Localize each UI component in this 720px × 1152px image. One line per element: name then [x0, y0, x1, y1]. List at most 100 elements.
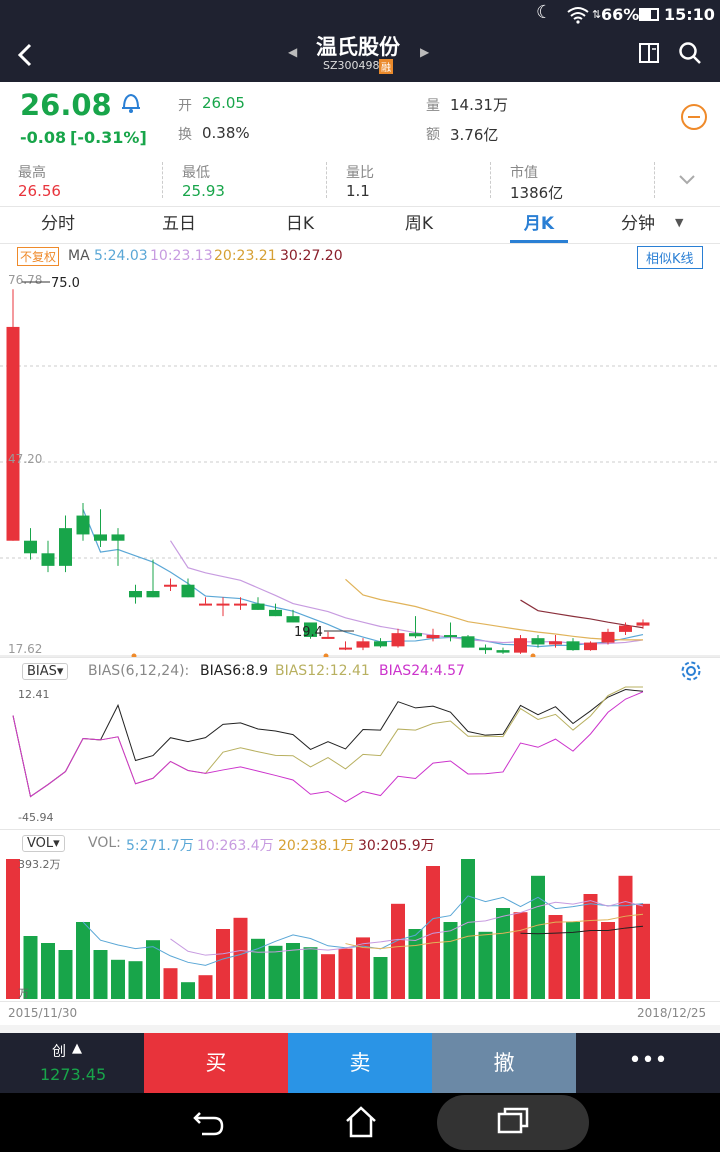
tab-five-day[interactable]: 五日	[162, 214, 196, 234]
candle-up	[356, 641, 370, 648]
y-axis-bottom: 17.62	[8, 642, 42, 656]
volume-bar	[93, 950, 108, 999]
ma-legend: 不复权 MA 5:24.03 10:23.13 20:23.21 30:27.2…	[0, 244, 720, 270]
volume-bar	[443, 922, 458, 999]
candle-up	[601, 631, 615, 643]
bias-chart[interactable]: 12.41 -45.94	[0, 683, 720, 829]
bias-indicator-select[interactable]: BIAS▾	[22, 663, 69, 680]
vol-indicator-select[interactable]: VOL▾	[22, 835, 65, 852]
back-icon[interactable]	[14, 42, 36, 68]
candle-up	[216, 603, 230, 606]
vol-legend: VOL▾ VOL: 5:271.7万 10:263.4万 20:238.1万 3…	[0, 829, 720, 855]
volume-bar	[408, 929, 423, 999]
volume-bar	[636, 903, 650, 999]
bias-y-top: 12.41	[18, 688, 50, 701]
volume-chart[interactable]: 393.2万 万	[0, 855, 720, 1001]
home-icon[interactable]	[344, 1105, 378, 1139]
ma30-value: 30:27.20	[280, 248, 343, 264]
prev-stock-icon[interactable]: ◀	[288, 45, 298, 59]
next-stock-icon[interactable]: ▶	[420, 45, 430, 59]
date-end: 2018/12/25	[637, 1006, 707, 1020]
bias24-value: BIAS24:4.57	[379, 663, 465, 679]
candle-down	[76, 515, 90, 535]
bell-icon[interactable]	[119, 90, 143, 116]
divider	[326, 162, 327, 198]
date-start: 2015/11/30	[8, 1006, 78, 1020]
wifi-icon	[567, 7, 589, 24]
vol20-value: 20:238.1万	[278, 838, 355, 854]
candle-down	[479, 647, 492, 651]
search-icon[interactable]	[678, 41, 704, 67]
candle-up	[6, 326, 20, 541]
back-nav-icon[interactable]	[192, 1109, 226, 1137]
y-axis-mid: 47.20	[8, 452, 42, 466]
volume-bar	[496, 908, 510, 999]
remove-watchlist-icon[interactable]	[681, 104, 707, 130]
volume-bar	[181, 982, 195, 999]
settings-gear-icon[interactable]	[680, 660, 702, 682]
volume-bar	[618, 875, 633, 999]
volume-bar	[338, 948, 353, 999]
high-value: 26.56	[18, 182, 61, 200]
clock: 15:10	[664, 5, 715, 24]
title-bar: ◀ 温氏股份 SZ300498 融 ▶	[0, 30, 720, 82]
candle-down	[496, 650, 510, 653]
turnover-value: 0.38%	[202, 124, 250, 142]
index-value: 1273.45	[40, 1065, 107, 1084]
volume-bar	[268, 945, 283, 999]
sell-button[interactable]: 卖	[288, 1033, 432, 1093]
margin-badge: 融	[379, 59, 393, 74]
candle-down	[181, 584, 195, 598]
event-dot[interactable]	[323, 653, 329, 659]
tab-intraday[interactable]: 分时	[41, 214, 75, 234]
event-dot[interactable]	[530, 653, 536, 659]
event-dot[interactable]	[131, 653, 137, 659]
candle-down	[286, 616, 300, 623]
vol30-value: 30:205.9万	[358, 838, 435, 854]
divider	[490, 162, 491, 198]
similar-k-button[interactable]: 相似K线	[637, 246, 703, 269]
mktcap-label: 市值	[510, 165, 538, 181]
vol5-value: 5:271.7万	[126, 838, 194, 854]
tab-daily-k[interactable]: 日K	[285, 214, 315, 234]
volume-bar	[198, 975, 213, 999]
candle-down	[41, 553, 55, 566]
system-nav-bar	[0, 1093, 720, 1152]
candle-down	[374, 641, 387, 647]
high-label: 最高	[18, 165, 46, 181]
candle-up	[234, 603, 247, 606]
volratio-label: 量比	[346, 165, 374, 181]
more-button[interactable]: •••	[576, 1033, 720, 1093]
candlestick-chart[interactable]: 76.78 47.20 17.62 75.0 19.4	[0, 270, 720, 658]
candle-up	[321, 636, 335, 639]
quote-panel: 26.08 -0.08 [-0.31%] 开 26.05 换 0.38% 量 1…	[0, 82, 720, 206]
recent-apps-icon[interactable]	[496, 1106, 530, 1136]
adjust-toggle[interactable]: 不复权	[17, 247, 60, 266]
volume-value: 14.31万	[450, 96, 508, 114]
volume-bar	[23, 936, 38, 999]
candle-down	[461, 636, 475, 648]
notes-icon[interactable]	[638, 41, 662, 65]
bias-legend: BIAS▾ BIAS(6,12,24): BIAS6:8.9 BIAS12:12…	[0, 657, 720, 683]
candle-down	[59, 528, 72, 566]
candle-down	[129, 591, 142, 598]
date-axis: 2015/11/30 2018/12/25	[0, 1001, 720, 1025]
tab-weekly-k[interactable]: 周K	[404, 214, 434, 234]
candle-up	[339, 647, 352, 650]
vol10-line	[170, 900, 644, 956]
vol-label: VOL:	[88, 835, 121, 851]
tab-monthly-k[interactable]: 月K	[523, 214, 555, 234]
candle-down	[566, 641, 580, 651]
buy-button[interactable]: 买	[144, 1033, 288, 1093]
max-label: 75.0	[51, 276, 80, 291]
tab-minute[interactable]: 分钟	[621, 214, 655, 234]
caret-down-icon: ▼	[675, 216, 684, 229]
index-ticker[interactable]: 创 ▲ 1273.45	[0, 1033, 144, 1093]
candle-up	[584, 642, 597, 651]
chevron-down-icon[interactable]	[678, 174, 696, 186]
candle-up	[426, 635, 440, 639]
candle-up	[199, 603, 212, 606]
cancel-order-button[interactable]: 撤	[432, 1033, 576, 1093]
candle-up	[619, 625, 632, 632]
volume-bar	[303, 947, 318, 999]
